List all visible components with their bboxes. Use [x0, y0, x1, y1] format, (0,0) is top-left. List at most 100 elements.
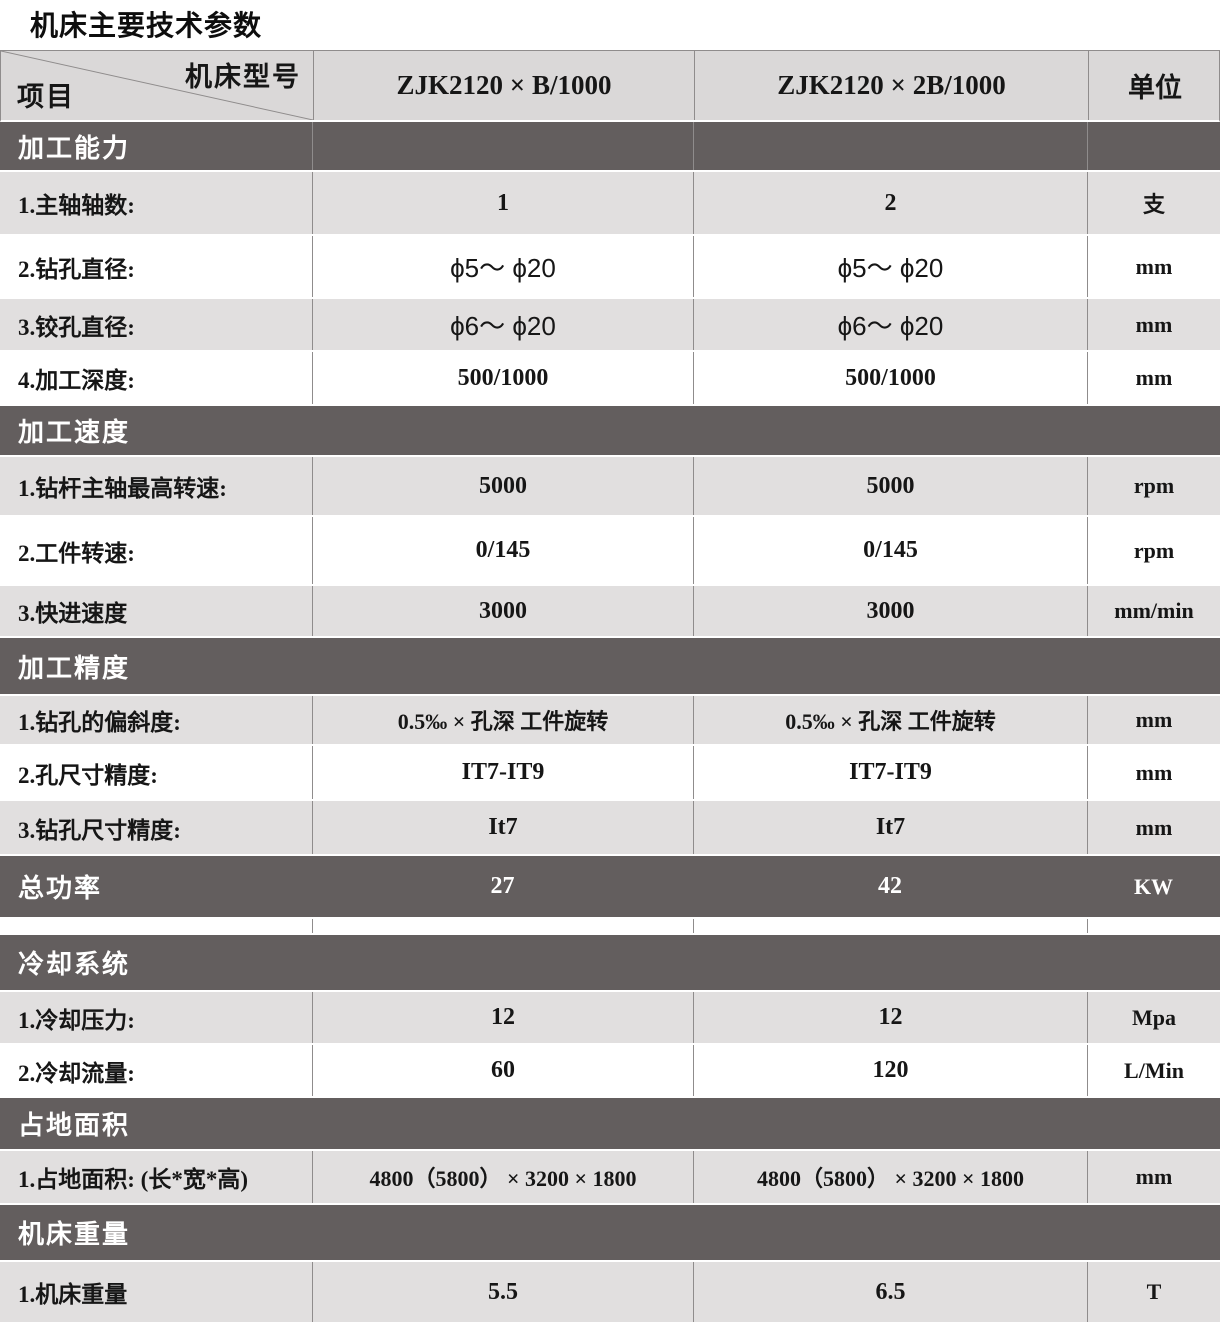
- unit-value: Mpa: [1087, 992, 1220, 1043]
- unit-value: mm: [1087, 696, 1220, 744]
- value-model2: ϕ5～ ϕ20: [693, 236, 1087, 297]
- section-label: 机床重量: [18, 1220, 131, 1249]
- value-model1: 60: [312, 1045, 693, 1096]
- value-model2: IT7-IT9: [693, 746, 1087, 799]
- value-model1: 3000: [312, 586, 693, 636]
- value-model1: 12: [312, 992, 693, 1043]
- value-model1: 4800（5800） × 3200 × 1800: [312, 1151, 693, 1203]
- table-row: 1.冷却压力: 12 12 Mpa: [0, 992, 1220, 1045]
- section-label: 冷却系统: [18, 950, 131, 979]
- unit-value: mm: [1087, 1151, 1220, 1203]
- table-row: 1.钻孔的偏斜度: 0.5‰ × 孔深 工件旋转 0.5‰ × 孔深 工件旋转 …: [0, 696, 1220, 746]
- corner-label-item: 项目: [17, 82, 75, 112]
- value-model1: 500/1000: [312, 352, 693, 404]
- value-model1: It7: [312, 801, 693, 854]
- value-model1: 0/145: [312, 517, 693, 584]
- row-label: 2.冷却流量:: [18, 1060, 135, 1086]
- table-row: 1.占地面积: (长*宽*高) 4800（5800） × 3200 × 1800…: [0, 1151, 1220, 1205]
- row-label: 2.孔尺寸精度:: [18, 762, 158, 788]
- section-label: 加工能力: [18, 133, 131, 163]
- unit-value: mm: [1087, 746, 1220, 799]
- row-label: 3.铰孔直径:: [18, 314, 135, 340]
- unit-value: mm: [1087, 299, 1220, 350]
- value-model2: 3000: [693, 586, 1087, 636]
- section-header: 加工精度: [0, 638, 1220, 696]
- unit-value: mm: [1087, 801, 1220, 854]
- row-label: 1.主轴轴数:: [18, 193, 135, 218]
- spacer-cell: [312, 919, 693, 933]
- table-row: 3.钻孔尺寸精度: It7 It7 mm: [0, 801, 1220, 856]
- value-model2: 4800（5800） × 3200 × 1800: [693, 1151, 1087, 1203]
- table-header-row: 机床型号 项目 ZJK2120 × B/1000 ZJK2120 × 2B/10…: [0, 50, 1220, 122]
- value-model2: 2: [693, 172, 1087, 234]
- table-row: 2.冷却流量: 60 120 L/Min: [0, 1045, 1220, 1098]
- value-model2: 0/145: [693, 517, 1087, 584]
- value-model1: 0.5‰ × 孔深 工件旋转: [312, 696, 693, 744]
- unit-value: mm: [1087, 352, 1220, 404]
- unit-value: rpm: [1087, 517, 1220, 584]
- value-model2: 42: [878, 873, 902, 899]
- diagonal-line: [1, 51, 313, 120]
- value-model1: IT7-IT9: [312, 746, 693, 799]
- unit-value: L/Min: [1087, 1045, 1220, 1096]
- section-header: 机床重量: [0, 1205, 1220, 1262]
- row-label: 3.快进速度: [18, 601, 128, 626]
- value-model2: It7: [693, 801, 1087, 854]
- value-model2: 6.5: [693, 1262, 1087, 1322]
- unit-value: T: [1087, 1262, 1220, 1322]
- value-model2: 0.5‰ × 孔深 工件旋转: [693, 696, 1087, 744]
- section-empty-cell: [693, 122, 1087, 170]
- table-row: 3.快进速度 3000 3000 mm/min: [0, 586, 1220, 638]
- table-row: 1.机床重量 5.5 6.5 T: [0, 1262, 1220, 1324]
- table-row: 2.钻孔直径: ϕ5～ ϕ20 ϕ5～ ϕ20 mm: [0, 236, 1220, 299]
- section-label: 占地面积: [18, 1111, 131, 1140]
- column-header-unit: 单位: [1088, 51, 1220, 120]
- value-model2: 5000: [693, 457, 1087, 515]
- value-model1: 27: [490, 873, 515, 899]
- diagonal-corner-cell: 机床型号 项目: [1, 51, 313, 120]
- table-row: 2.工件转速: 0/145 0/145 rpm: [0, 517, 1220, 586]
- section-header: 加工速度: [0, 406, 1220, 457]
- spacer-cell: [693, 919, 1087, 933]
- section-header: 占地面积: [0, 1098, 1220, 1151]
- section-label: 加工精度: [18, 653, 131, 683]
- unit-value: rpm: [1087, 457, 1220, 515]
- unit-value: KW: [1133, 873, 1174, 899]
- section-header: 冷却系统: [0, 935, 1220, 992]
- value-model2: 500/1000: [693, 352, 1087, 404]
- value-model1: 1: [312, 172, 693, 234]
- unit-value: mm: [1087, 236, 1220, 297]
- value-model1: ϕ5～ ϕ20: [312, 236, 693, 297]
- unit-value: 支: [1087, 172, 1220, 234]
- row-label: 1.占地面积: (长*宽*高): [18, 1167, 248, 1192]
- spacer-cell: [0, 919, 312, 933]
- value-model1: 5.5: [312, 1262, 693, 1322]
- table-row: 4.加工深度: 500/1000 500/1000 mm: [0, 352, 1220, 406]
- row-label: 2.钻孔直径:: [18, 256, 135, 282]
- column-header-model2: ZJK2120 × 2B/1000: [694, 51, 1088, 120]
- table-row: 1.主轴轴数: 1 2 支: [0, 172, 1220, 236]
- row-label: 4.加工深度:: [18, 368, 135, 393]
- row-label: 1.钻孔的偏斜度:: [18, 710, 181, 735]
- row-label: 3.钻孔尺寸精度:: [18, 817, 181, 843]
- value-model1: ϕ6～ ϕ20: [312, 299, 693, 350]
- value-model2: 120: [693, 1045, 1087, 1096]
- value-model2: ϕ6～ ϕ20: [693, 299, 1087, 350]
- spec-table: 机床型号 项目 ZJK2120 × B/1000 ZJK2120 × 2B/10…: [0, 50, 1220, 1324]
- column-header-model1: ZJK2120 × B/1000: [313, 51, 694, 120]
- section-label: 总功率: [18, 874, 103, 903]
- spacer-strip: [0, 919, 1220, 935]
- value-model1: 5000: [312, 457, 693, 515]
- row-label: 1.钻杆主轴最高转速:: [18, 476, 227, 501]
- corner-label-model: 机床型号: [185, 62, 301, 92]
- table-row: 3.铰孔直径: ϕ6～ ϕ20 ϕ6～ ϕ20 mm: [0, 299, 1220, 352]
- table-row: 1.钻杆主轴最高转速: 5000 5000 rpm: [0, 457, 1220, 517]
- unit-value: mm/min: [1087, 586, 1220, 636]
- spacer-cell: [1087, 919, 1220, 933]
- section-empty-cell: [312, 122, 693, 170]
- row-label: 1.机床重量: [18, 1282, 128, 1307]
- value-model2: 12: [693, 992, 1087, 1043]
- section-header: 加工能力: [0, 122, 1220, 172]
- section-label: 加工速度: [18, 418, 131, 447]
- section-empty-cell: [1087, 122, 1220, 170]
